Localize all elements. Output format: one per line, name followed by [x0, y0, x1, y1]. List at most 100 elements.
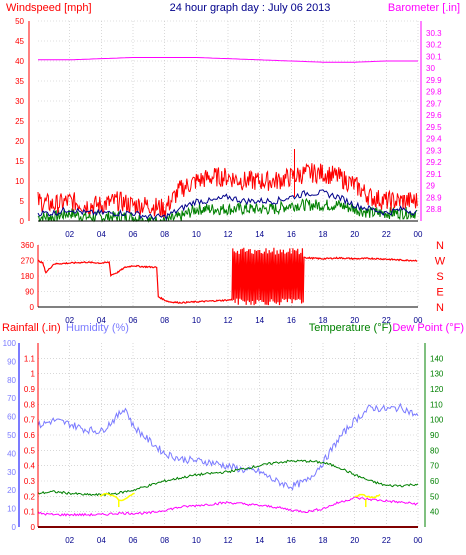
baro-y-tick-label: 30.1: [426, 52, 442, 61]
gust-series: [37, 162, 418, 218]
humidity-y-tick-label: 0: [12, 523, 17, 532]
compass-label: N: [436, 302, 444, 314]
temp-y-tick-label: 60: [430, 477, 439, 486]
rain-y-tick-label: 0.3: [24, 477, 36, 486]
x-tick-label: 00: [414, 316, 423, 325]
dewpoint-series: [37, 496, 419, 517]
x-tick-label: 12: [224, 536, 233, 545]
humidity-y-tick-label: 80: [7, 376, 16, 385]
temp-y-tick-label: 100: [430, 416, 444, 425]
wind-y-tick-label: 30: [15, 97, 24, 106]
wind-y-tick-label: 20: [15, 137, 24, 146]
rainfall-label: Rainfall (.in): [2, 322, 61, 334]
wind-y-tick-label: 50: [15, 17, 24, 26]
temp-y-tick-label: 110: [430, 400, 443, 409]
humidity-y-tick-label: 30: [7, 468, 16, 477]
rain-y-tick-label: 0: [31, 523, 36, 532]
x-tick-label: 22: [382, 536, 391, 545]
rain-y-tick-label: 0.6: [24, 431, 36, 440]
avg-wind-series: [37, 189, 417, 221]
humidity-series: [37, 402, 419, 491]
x-tick-label: 06: [129, 316, 138, 325]
baro-y-tick-label: 29.3: [426, 146, 442, 155]
baro-y-tick-label: 29: [426, 182, 435, 191]
rain-y-tick-label: 0.7: [24, 416, 36, 425]
barometer-series: [38, 57, 418, 63]
compass-label: N: [436, 240, 444, 252]
wind-y-tick-label: 45: [15, 37, 24, 46]
x-tick-label: 14: [255, 316, 264, 325]
wind-direction-series: [37, 247, 418, 306]
x-tick-label: 14: [255, 230, 264, 239]
humidity-y-tick-label: 60: [7, 413, 16, 422]
solar-series: [354, 493, 381, 499]
dir-y-tick-label: 90: [25, 288, 34, 297]
rain-y-tick-label: 1: [31, 370, 36, 379]
dir-y-tick-label: 0: [30, 303, 35, 312]
wind-y-tick-label: 25: [15, 117, 24, 126]
wind-y-tick-label: 15: [15, 157, 24, 166]
temp-y-tick-label: 50: [430, 492, 439, 501]
x-tick-label: 18: [319, 316, 328, 325]
x-tick-label: 00: [414, 230, 423, 239]
x-tick-label: 14: [255, 536, 264, 545]
x-tick-label: 22: [382, 230, 391, 239]
x-tick-label: 04: [97, 316, 106, 325]
humidity-y-tick-label: 50: [7, 431, 16, 440]
temp-y-tick-label: 40: [430, 508, 439, 517]
x-tick-label: 10: [192, 316, 201, 325]
x-tick-label: 08: [160, 536, 169, 545]
temperature-label: Temperature (°F): [309, 322, 392, 334]
x-tick-label: 10: [192, 536, 201, 545]
baro-y-tick-label: 28.9: [426, 193, 442, 202]
baro-y-tick-label: 30: [426, 64, 435, 73]
compass-label: W: [435, 256, 446, 268]
baro-y-tick-label: 29.1: [426, 170, 442, 179]
temp-y-tick-label: 80: [430, 446, 439, 455]
rain-y-tick-label: 0.2: [24, 492, 36, 501]
rain-y-tick-label: 0.8: [24, 400, 36, 409]
humidity-y-tick-label: 10: [7, 505, 16, 514]
baro-y-tick-label: 30.3: [426, 29, 442, 38]
grid-layer: [38, 20, 419, 528]
compass-label: S: [436, 271, 443, 283]
x-tick-label: 08: [160, 316, 169, 325]
baro-y-tick-label: 29.2: [426, 158, 442, 167]
x-tick-label: 18: [319, 230, 328, 239]
temp-y-tick-label: 120: [430, 385, 444, 394]
x-tick-label: 12: [224, 230, 233, 239]
temp-y-tick-label: 130: [430, 370, 444, 379]
rain-y-tick-label: 0.1: [24, 508, 36, 517]
x-tick-label: 12: [224, 316, 233, 325]
wind-y-tick-label: 0: [20, 217, 25, 226]
wind-y-tick-label: 40: [15, 57, 24, 66]
x-tick-label: 08: [160, 230, 169, 239]
baro-y-tick-label: 29.6: [426, 111, 442, 120]
wind-y-tick-label: 35: [15, 77, 24, 86]
humidity-y-tick-label: 100: [3, 339, 17, 348]
x-tick-label: 10: [192, 230, 201, 239]
temp-y-tick-label: 90: [430, 431, 439, 440]
rain-y-tick-label: 0.9: [24, 385, 36, 394]
x-tick-label: 16: [287, 230, 296, 239]
humidity-y-tick-label: 20: [7, 486, 16, 495]
dir-y-tick-label: 270: [21, 257, 35, 266]
humidity-label: Humidity (%): [66, 322, 129, 334]
x-tick-label: 18: [319, 536, 328, 545]
temp-y-tick-label: 140: [430, 354, 444, 363]
temp-y-tick-label: 70: [430, 462, 439, 471]
x-tick-label: 02: [65, 536, 74, 545]
x-tick-label: 20: [350, 316, 359, 325]
baro-y-tick-label: 30.2: [426, 41, 442, 50]
compass-label: E: [436, 287, 443, 299]
x-tick-label: 06: [129, 536, 138, 545]
x-tick-label: 04: [97, 230, 106, 239]
x-tick-label: 02: [65, 230, 74, 239]
x-tick-label: 02: [65, 316, 74, 325]
rain-y-tick-label: 0.5: [24, 446, 36, 455]
baro-y-tick-label: 29.5: [426, 123, 442, 132]
humidity-y-tick-label: 40: [7, 449, 16, 458]
wind-title: Windspeed [mph]: [6, 2, 92, 14]
dir-y-tick-label: 360: [21, 241, 35, 250]
humidity-y-tick-label: 90: [7, 357, 16, 366]
